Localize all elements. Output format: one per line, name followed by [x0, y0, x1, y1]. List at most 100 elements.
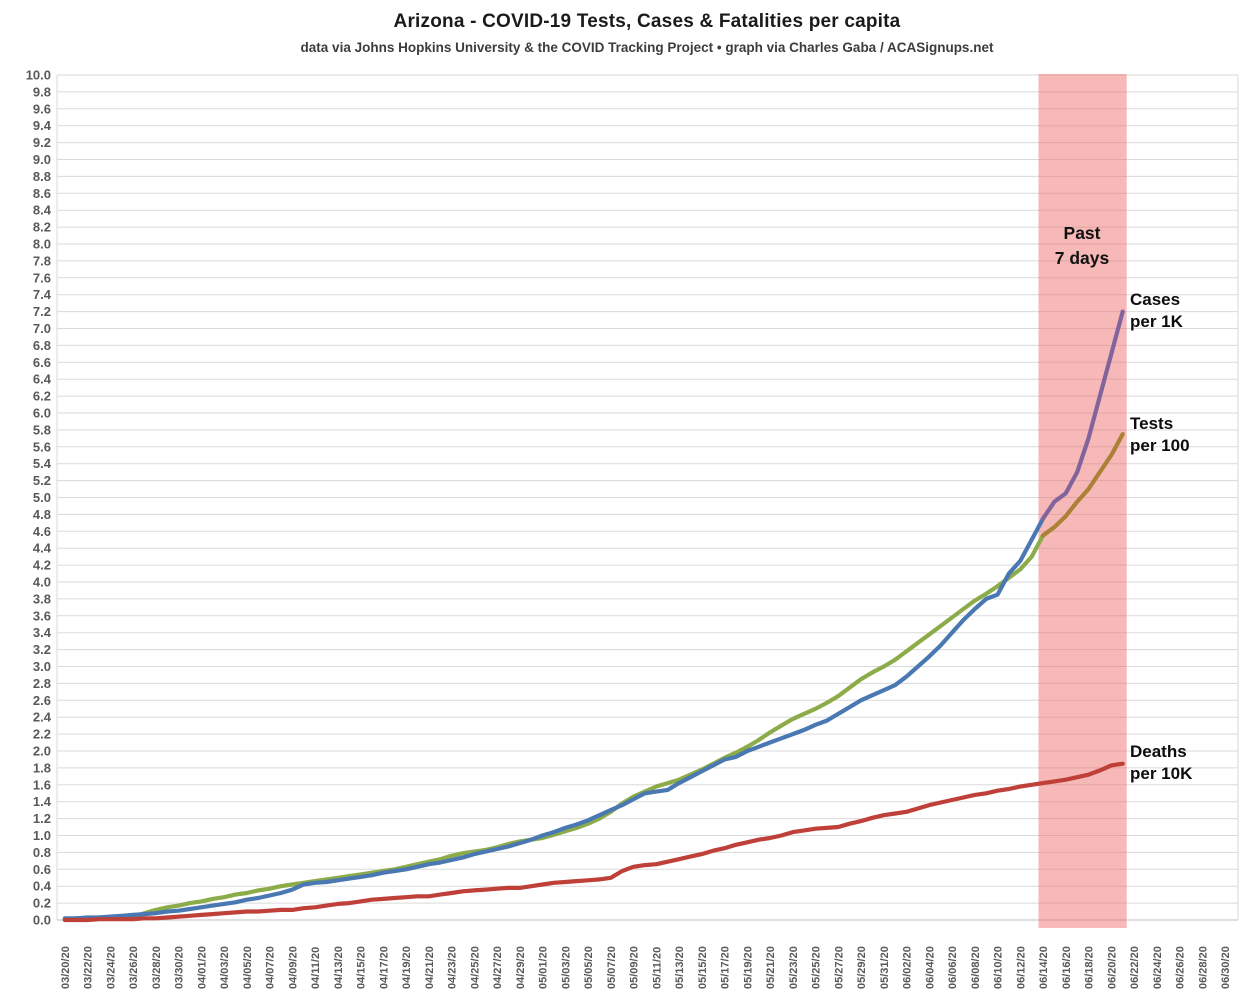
- x-axis-tick-label: 06/28/20: [1197, 946, 1209, 989]
- y-axis-tick-label: 7.4: [33, 287, 52, 302]
- y-axis-tick-label: 0.6: [33, 862, 51, 877]
- x-axis-tick-label: 04/27/20: [492, 946, 504, 989]
- x-axis-tick-label: 05/17/20: [720, 946, 732, 989]
- tests-line-recent: [1040, 432, 1125, 538]
- x-axis-tick-label: 03/22/20: [83, 946, 95, 989]
- x-axis-tick-label: 06/08/20: [970, 946, 982, 989]
- x-axis-tick-label: 05/07/20: [606, 946, 618, 989]
- x-axis-tick-label: 05/19/20: [742, 946, 754, 989]
- y-axis-tick-label: 9.4: [33, 118, 52, 133]
- x-axis-tick-label: 06/06/20: [947, 946, 959, 989]
- cases-series-label-line2: per 1K: [1130, 312, 1183, 331]
- y-axis-tick-label: 3.4: [33, 625, 52, 640]
- x-axis-tick-label: 04/11/20: [310, 947, 322, 989]
- y-axis-tick-label: 6.8: [33, 338, 51, 353]
- x-axis-tick-label: 05/21/20: [765, 946, 777, 989]
- y-axis-tick-label: 9.6: [33, 101, 51, 116]
- x-axis-tick-label: 05/09/20: [629, 946, 641, 989]
- x-axis-tick-label: 05/31/20: [879, 946, 891, 989]
- deaths-series-label-line1: Deaths: [1130, 742, 1187, 761]
- y-axis-tick-label: 2.2: [33, 727, 51, 742]
- y-axis-tick-label: 1.2: [33, 811, 51, 826]
- x-axis-tick-label: 04/13/20: [333, 946, 345, 989]
- y-axis-tick-label: 0.8: [33, 845, 51, 860]
- y-axis-tick-label: 5.0: [33, 490, 51, 505]
- y-axis-tick-label: 4.4: [33, 541, 52, 556]
- x-axis-tick-label: 05/03/20: [560, 946, 572, 989]
- y-axis-tick-label: 5.2: [33, 473, 51, 488]
- y-axis-tick-label: 0.2: [33, 896, 51, 911]
- y-axis-tick-label: 3.6: [33, 608, 51, 623]
- x-axis-tick-label: 05/15/20: [697, 946, 709, 989]
- y-axis-tick-label: 7.6: [33, 270, 51, 285]
- y-axis-tick-label: 2.6: [33, 693, 51, 708]
- y-axis-tick-label: 1.8: [33, 760, 51, 775]
- x-axis-tick-label: 06/16/20: [1061, 946, 1073, 989]
- x-axis-tick-label: 04/15/20: [356, 946, 368, 989]
- x-axis-tick-label: 05/13/20: [674, 946, 686, 989]
- x-axis-tick-label: 05/27/20: [833, 946, 845, 989]
- x-axis-tick-label: 04/23/20: [447, 946, 459, 989]
- chart-title: Arizona - COVID-19 Tests, Cases & Fatali…: [393, 11, 901, 32]
- x-axis-tick-label: 04/21/20: [424, 946, 436, 989]
- y-axis-tick-label: 0.0: [33, 913, 51, 928]
- y-axis-tick-label: 5.4: [33, 456, 52, 471]
- x-axis-tick-label: 06/18/20: [1084, 946, 1096, 989]
- tests-series-label: Tests per 100: [1130, 413, 1190, 457]
- y-axis-tick-label: 4.2: [33, 558, 51, 573]
- x-axis-tick-label: 05/23/20: [788, 946, 800, 989]
- past-7-days-label-line2: 7 days: [1054, 248, 1110, 268]
- x-axis-tick-label: 04/29/20: [515, 946, 527, 989]
- tests-series-label-line2: per 100: [1130, 436, 1190, 455]
- y-axis-tick-label: 2.4: [33, 710, 52, 725]
- y-axis-tick-label: 7.2: [33, 304, 51, 319]
- cases-line: [62, 516, 1046, 921]
- x-axis-tick-label: 06/20/20: [1106, 946, 1118, 989]
- x-axis-tick-label: 06/14/20: [1038, 946, 1050, 989]
- y-axis-tick-label: 4.0: [33, 575, 51, 590]
- x-axis-tick-label: 03/28/20: [151, 946, 163, 989]
- x-axis-tick-label: 06/10/20: [993, 946, 1005, 989]
- tests-series-label-line1: Tests: [1130, 414, 1174, 433]
- x-axis-tick-label: 06/12/20: [1015, 946, 1027, 989]
- deaths-line: [62, 780, 1046, 923]
- y-axis-tick-label: 6.0: [33, 406, 51, 421]
- y-axis-tick-label: 8.4: [33, 203, 52, 218]
- y-axis-tick-label: 1.4: [33, 794, 52, 809]
- x-axis-tick-label: 04/25/20: [469, 946, 481, 989]
- x-axis-tick-label: 04/17/20: [378, 946, 390, 989]
- y-axis-tick-label: 8.8: [33, 169, 51, 184]
- y-axis-tick-label: 0.4: [33, 879, 52, 894]
- cases-series-label-line1: Cases: [1130, 290, 1181, 309]
- x-axis-tick-label: 06/26/20: [1175, 946, 1187, 989]
- y-axis-tick-label: 8.2: [33, 220, 51, 235]
- y-axis-tick-label: 10.0: [26, 68, 51, 83]
- y-axis-tick-label: 5.8: [33, 422, 51, 437]
- y-axis-tick-label: 3.8: [33, 591, 51, 606]
- x-axis-tick-label: 04/01/20: [196, 946, 208, 989]
- y-axis-tick-label: 4.6: [33, 524, 51, 539]
- past-7-days-label-line1: Past: [1063, 223, 1101, 243]
- y-axis-tick-label: 6.6: [33, 355, 51, 370]
- y-axis-tick-label: 2.0: [33, 744, 51, 759]
- cases-series-label: Cases per 1K: [1130, 289, 1183, 333]
- y-axis-tick-label: 5.6: [33, 439, 51, 454]
- y-axis-tick-label: 9.8: [33, 84, 51, 99]
- deaths-line-recent: [1040, 761, 1125, 786]
- x-axis-tick-label: 06/02/20: [902, 946, 914, 989]
- past-7-days-label: Past 7 days: [1036, 221, 1128, 271]
- past-7-days-band: [1038, 74, 1127, 928]
- x-axis-tick-label: 06/04/20: [924, 946, 936, 989]
- x-axis-tick-label: 05/29/20: [856, 946, 868, 989]
- x-axis-tick-label: 06/22/20: [1129, 946, 1141, 989]
- x-axis-tick-label: 05/11/20: [651, 947, 663, 989]
- x-axis-tick-label: 03/26/20: [128, 946, 140, 989]
- cases-line-recent: [1040, 309, 1125, 521]
- y-axis-tick-label: 8.6: [33, 186, 51, 201]
- x-axis-tick-label: 03/24/20: [105, 946, 117, 989]
- x-axis-tick-label: 04/03/20: [219, 946, 231, 989]
- y-axis-tick-label: 1.6: [33, 777, 51, 792]
- y-axis-tick-label: 6.4: [33, 372, 52, 387]
